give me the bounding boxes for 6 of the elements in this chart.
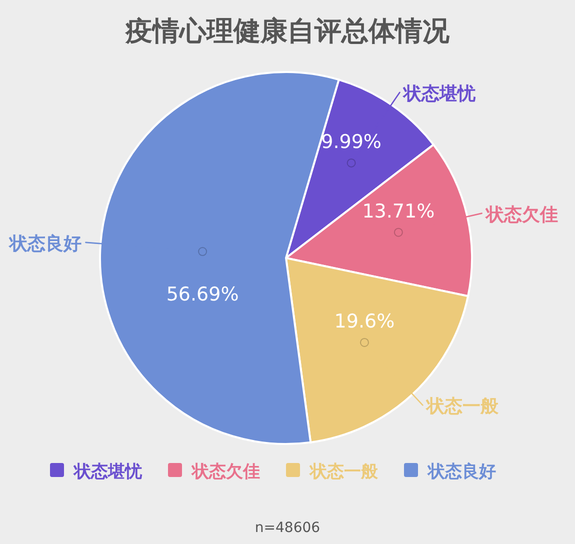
legend-label: 状态堪忧 <box>73 462 143 482</box>
chart-title: 疫情心理健康自评总体情况 <box>124 16 450 47</box>
legend-label: 状态欠佳 <box>191 462 260 482</box>
legend-label: 状态一般 <box>309 462 379 482</box>
text: n=48606 <box>254 520 320 536</box>
legend-label: 状态良好 <box>427 462 496 482</box>
